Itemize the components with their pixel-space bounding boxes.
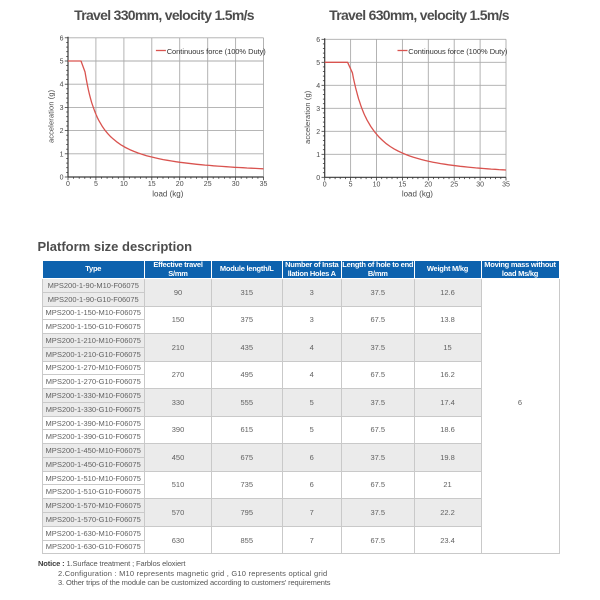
svg-text:4: 4: [60, 82, 64, 89]
svg-text:2: 2: [60, 128, 64, 135]
svg-text:5: 5: [349, 182, 353, 189]
svg-text:1: 1: [316, 152, 320, 159]
svg-text:20: 20: [424, 182, 432, 189]
svg-text:35: 35: [260, 181, 268, 188]
svg-text:5: 5: [316, 60, 320, 67]
svg-text:15: 15: [148, 181, 156, 188]
svg-text:Continuous force (100% Duty): Continuous force (100% Duty): [167, 47, 267, 56]
svg-text:0: 0: [66, 181, 70, 188]
svg-text:3: 3: [316, 106, 320, 113]
svg-text:5: 5: [60, 59, 64, 66]
svg-text:6: 6: [60, 35, 64, 42]
svg-text:4: 4: [316, 83, 320, 90]
svg-text:load (kg): load (kg): [402, 190, 433, 199]
svg-text:3: 3: [60, 105, 64, 112]
svg-text:2: 2: [316, 129, 320, 136]
svg-text:load (kg): load (kg): [152, 189, 183, 198]
svg-text:25: 25: [204, 181, 212, 188]
svg-text:10: 10: [373, 182, 381, 189]
svg-text:0: 0: [316, 175, 320, 182]
svg-text:10: 10: [120, 181, 128, 188]
svg-text:0: 0: [323, 182, 327, 189]
svg-text:35: 35: [502, 182, 510, 189]
svg-text:20: 20: [176, 181, 184, 188]
svg-text:0: 0: [60, 175, 64, 182]
svg-text:acceleration (g): acceleration (g): [47, 89, 56, 143]
svg-text:1: 1: [60, 151, 64, 158]
svg-text:15: 15: [399, 182, 407, 189]
svg-text:30: 30: [476, 182, 484, 189]
svg-text:6: 6: [316, 37, 320, 44]
svg-text:30: 30: [232, 181, 240, 188]
svg-text:25: 25: [450, 182, 458, 189]
svg-text:acceleration (g): acceleration (g): [303, 90, 312, 144]
svg-text:Continuous force (100% Duty): Continuous force (100% Duty): [408, 47, 508, 56]
svg-text:5: 5: [94, 181, 98, 188]
